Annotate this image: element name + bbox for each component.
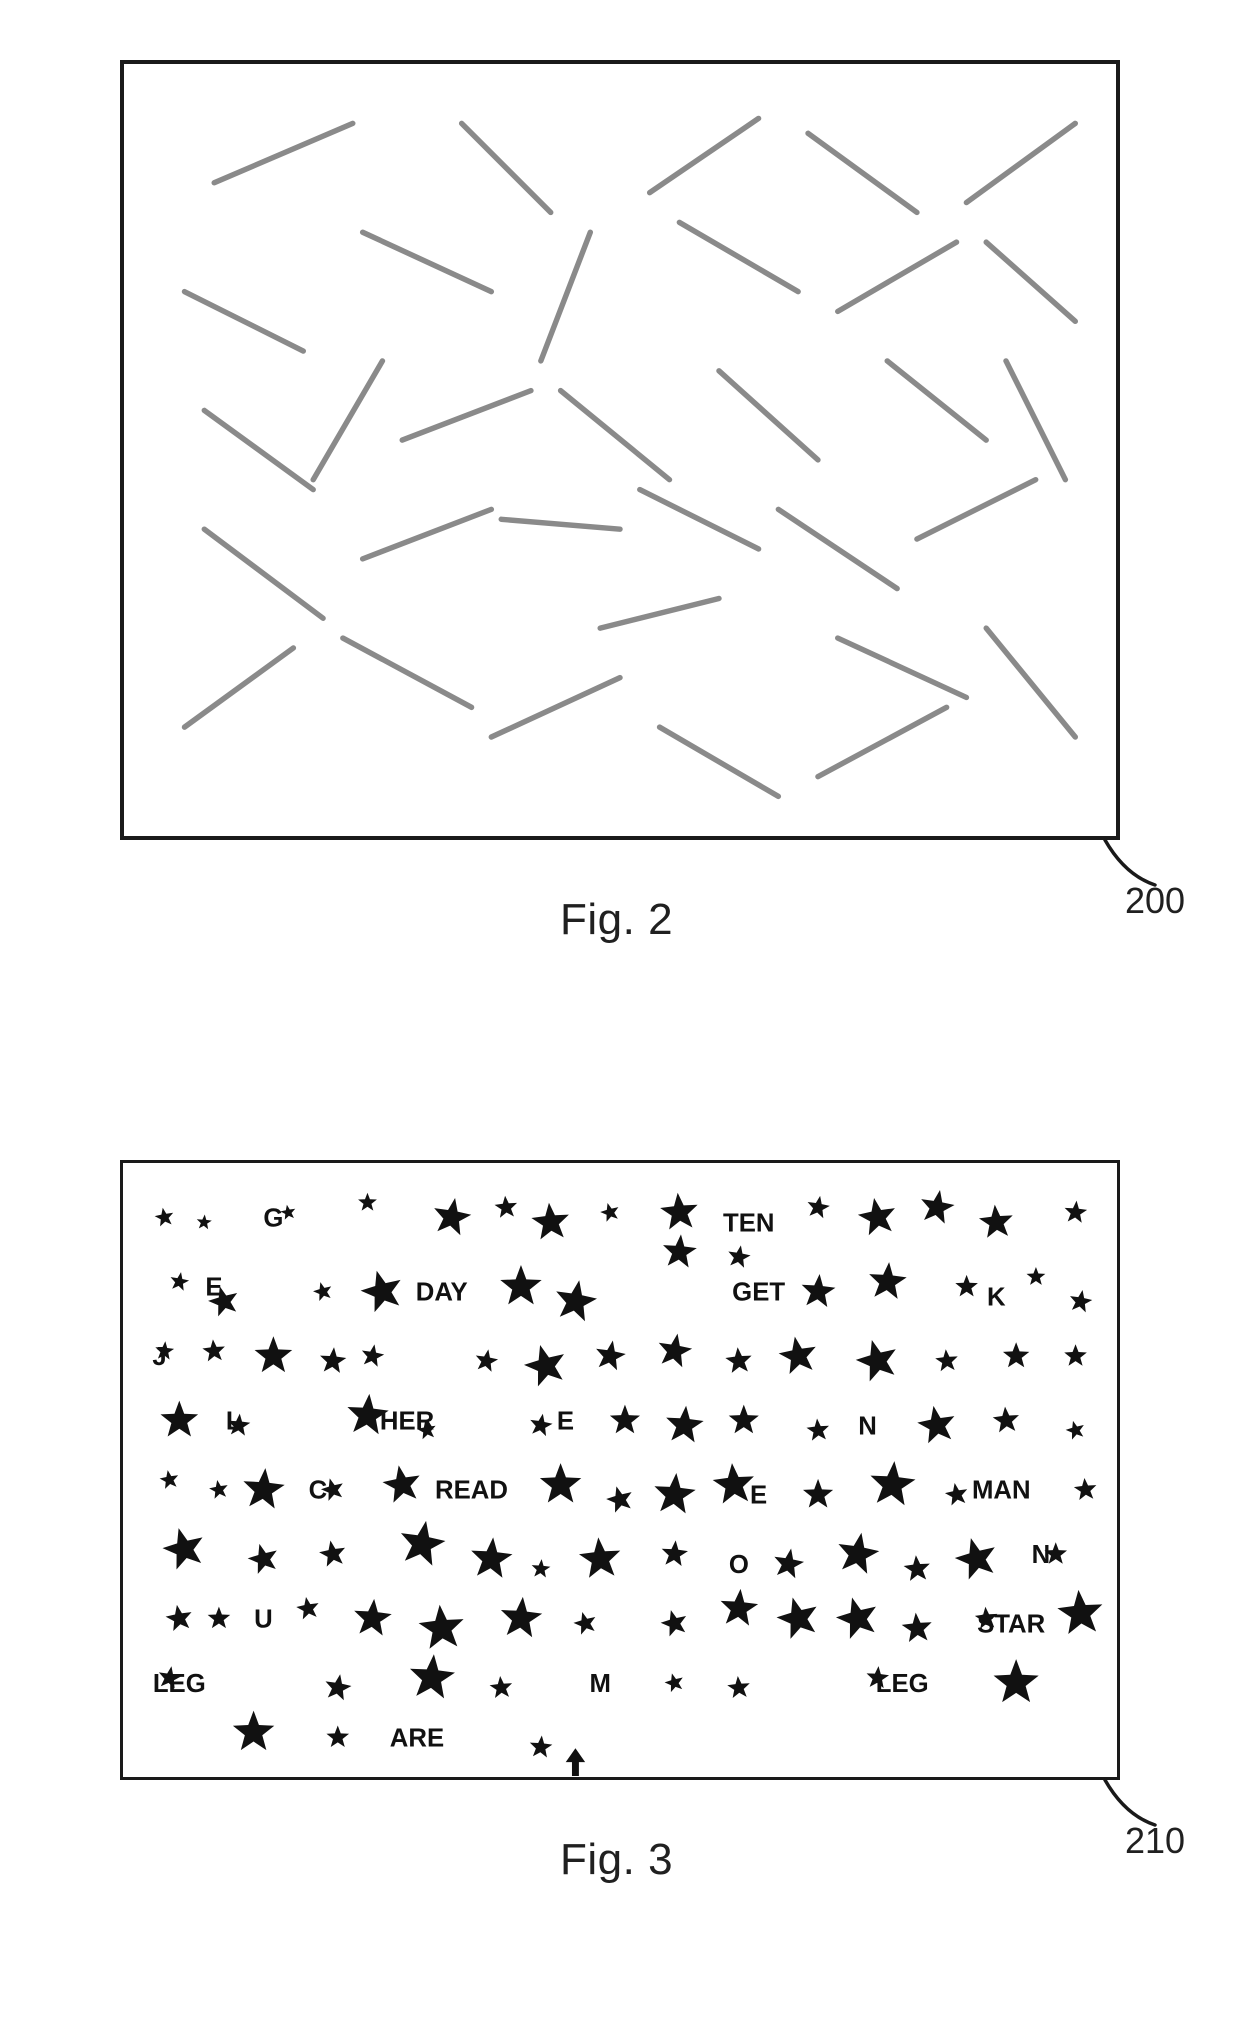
svg-text:L: L [226,1407,242,1435]
svg-text:J: J [152,1343,166,1371]
svg-text:E: E [557,1407,574,1435]
svg-text:STAR: STAR [977,1610,1046,1638]
figure-3-ref-number: 210 [1125,1820,1185,1862]
figure-3-caption: Fig. 3 [560,1835,673,1885]
svg-text:READ: READ [435,1477,508,1505]
svg-text:ARE: ARE [390,1724,444,1752]
svg-text:DAY: DAY [416,1279,468,1307]
figure-3-box: G TEN E DAY GET K J L HER E N C READ E MAN O N U STAR LEG M L… [120,1160,1120,1780]
svg-text:N: N [858,1412,877,1440]
svg-text:MAN: MAN [972,1477,1031,1505]
svg-text:G: G [263,1204,283,1232]
svg-text:M: M [589,1670,610,1698]
figure-2-caption: Fig. 2 [560,895,673,945]
svg-text:E: E [205,1274,222,1302]
svg-text:O: O [729,1551,749,1579]
svg-text:TEN: TEN [723,1209,774,1237]
svg-text:GET: GET [732,1279,785,1307]
figure-2-ref-number: 200 [1125,880,1185,922]
figure-2-svg [124,64,1116,836]
svg-text:LEG: LEG [153,1670,206,1698]
figure-3-svg: G TEN E DAY GET K J L HER E N C READ E MAN O N U STAR LEG M L… [123,1163,1117,1777]
svg-text:E: E [750,1482,767,1510]
figure-2-box [120,60,1120,840]
svg-text:C: C [309,1477,328,1505]
page: 200 Fig. 2 G TEN E DAY GET K J L HER E N C READ E MAN O… [0,0,1240,2033]
svg-text:K: K [987,1284,1006,1312]
svg-text:U: U [254,1605,273,1633]
svg-text:LEG: LEG [876,1670,929,1698]
svg-text:HER: HER [380,1407,435,1435]
svg-text:N: N [1032,1541,1051,1569]
